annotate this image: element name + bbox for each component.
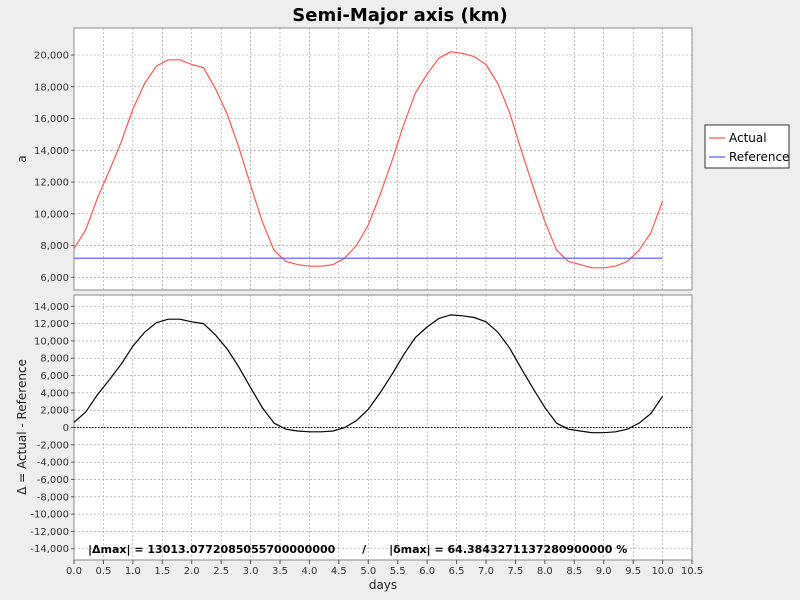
- top-series: [73, 51, 664, 269]
- bottom-ytick-label: -12,000: [30, 527, 69, 538]
- bottom-ytick-label: 6,000: [40, 371, 69, 382]
- top-ytick-label: 6,000: [40, 273, 69, 284]
- x-tick-label: 5.5: [390, 566, 406, 577]
- x-tick-label: 10.0: [651, 566, 673, 577]
- bottom-y-ticks: -14,000 -12,000 -10,000 -8,000 -6,000 -4,000 -…: [30, 302, 74, 555]
- x-tick-label: 0.5: [95, 566, 111, 577]
- x-tick-label: 7.0: [478, 566, 494, 577]
- top-grid: [73, 28, 693, 290]
- legend-label-actual: Actual: [729, 131, 767, 145]
- x-tick-label: 10.5: [681, 566, 703, 577]
- x-tick-label: 5.0: [360, 566, 376, 577]
- bottom-ytick-label: 4,000: [40, 388, 69, 399]
- top-ytick-label: 14,000: [34, 146, 69, 157]
- x-tick-label: 3.5: [272, 566, 288, 577]
- bottom-ytick-label: -8,000: [37, 492, 69, 503]
- bottom-plot-panel: -14,000 -12,000 -10,000 -8,000 -6,000 -4,000 -…: [15, 294, 693, 561]
- x-tick-label: 8.0: [537, 566, 553, 577]
- top-ytick-label: 12,000: [34, 178, 69, 189]
- x-tick-label: 4.5: [331, 566, 347, 577]
- x-axis-label: days: [369, 578, 397, 592]
- x-tick-label: 4.0: [301, 566, 317, 577]
- bottom-ytick-label: 14,000: [34, 302, 69, 313]
- bottom-ytick-label: -2,000: [37, 440, 69, 451]
- top-y-ticks: 6,000 8,000 10,000 12,000 14,000 16,000 18,000…: [34, 50, 74, 284]
- legend-box: [704, 124, 790, 169]
- top-ytick-label: 16,000: [34, 114, 69, 125]
- x-tick-label: 1.0: [125, 566, 141, 577]
- top-y-axis-label: a: [15, 155, 29, 162]
- top-ytick-label: 18,000: [34, 82, 69, 93]
- top-plot-area: [73, 27, 693, 291]
- legend: Actual Reference: [704, 124, 790, 169]
- bottom-ytick-label: 0: [63, 423, 69, 434]
- bottom-ytick-label: -10,000: [30, 510, 69, 521]
- top-ytick-label: 20,000: [34, 50, 69, 61]
- x-tick-label: 2.0: [184, 566, 200, 577]
- top-ytick-label: 10,000: [34, 209, 69, 220]
- bottom-ytick-label: 8,000: [40, 354, 69, 365]
- bottom-ytick-label: -4,000: [37, 458, 69, 469]
- x-tick-label: 3.0: [243, 566, 259, 577]
- bottom-y-axis-label: Δ = Actual - Reference: [15, 359, 29, 495]
- x-tick-label: 9.0: [596, 566, 612, 577]
- x-tick-label: 7.5: [507, 566, 523, 577]
- top-plot-panel: 6,000 8,000 10,000 12,000 14,000 16,000 18,000…: [15, 27, 693, 291]
- top-ytick-label: 8,000: [40, 241, 69, 252]
- x-tick-label: 9.5: [625, 566, 641, 577]
- x-tick-label: 6.5: [449, 566, 465, 577]
- bottom-ytick-label: 12,000: [34, 319, 69, 330]
- bottom-ytick-label: 2,000: [40, 406, 69, 417]
- chart-title: Semi-Major axis (km): [292, 5, 507, 26]
- x-tick-label: 1.5: [154, 566, 170, 577]
- bottom-ytick-label: -6,000: [37, 475, 69, 486]
- delta-max-annotation: |Δmax| = 13013.0772085055700000000 / |δm…: [88, 543, 627, 556]
- x-tick-label: 6.0: [419, 566, 435, 577]
- bottom-ytick-label: -14,000: [30, 544, 69, 555]
- bottom-ytick-label: 10,000: [34, 336, 69, 347]
- x-tick-label: 0.0: [66, 566, 82, 577]
- x-ticks: 0.0 0.5 1.0 1.5 2.0 2.5 3.0 3.5 4.0 4.5 5.0 5.5 6.0 6…: [66, 560, 703, 577]
- bottom-series: [73, 314, 692, 434]
- x-tick-label: 2.5: [213, 566, 229, 577]
- legend-label-reference: Reference: [729, 150, 789, 164]
- x-tick-label: 8.5: [566, 566, 582, 577]
